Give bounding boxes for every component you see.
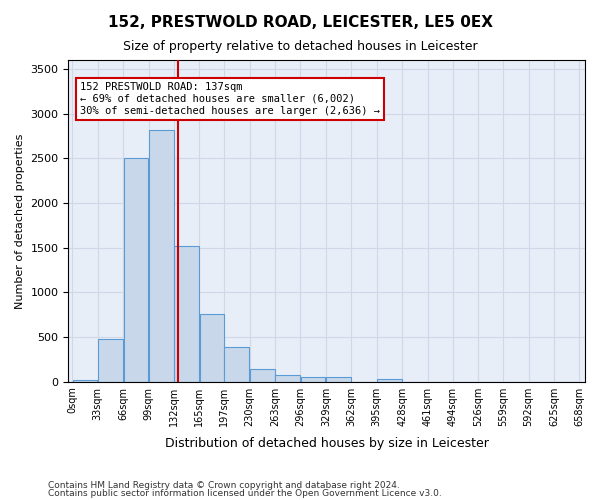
Text: Contains public sector information licensed under the Open Government Licence v3: Contains public sector information licen…: [48, 488, 442, 498]
Bar: [73, 380, 97, 382]
X-axis label: Distribution of detached houses by size in Leicester: Distribution of detached houses by size …: [164, 437, 488, 450]
Bar: [98, 339, 123, 382]
Bar: [250, 369, 275, 382]
Bar: [149, 130, 173, 382]
Text: Contains HM Land Registry data © Crown copyright and database right 2024.: Contains HM Land Registry data © Crown c…: [48, 481, 400, 490]
Bar: [301, 376, 325, 382]
Text: Size of property relative to detached houses in Leicester: Size of property relative to detached ho…: [122, 40, 478, 53]
Text: 152, PRESTWOLD ROAD, LEICESTER, LE5 0EX: 152, PRESTWOLD ROAD, LEICESTER, LE5 0EX: [107, 15, 493, 30]
Bar: [275, 376, 300, 382]
Y-axis label: Number of detached properties: Number of detached properties: [15, 133, 25, 308]
Bar: [175, 246, 199, 382]
Bar: [377, 379, 402, 382]
Bar: [124, 158, 148, 382]
Bar: [224, 347, 249, 382]
Bar: [326, 376, 351, 382]
Text: 152 PRESTWOLD ROAD: 137sqm
← 69% of detached houses are smaller (6,002)
30% of s: 152 PRESTWOLD ROAD: 137sqm ← 69% of deta…: [80, 82, 380, 116]
Bar: [200, 314, 224, 382]
